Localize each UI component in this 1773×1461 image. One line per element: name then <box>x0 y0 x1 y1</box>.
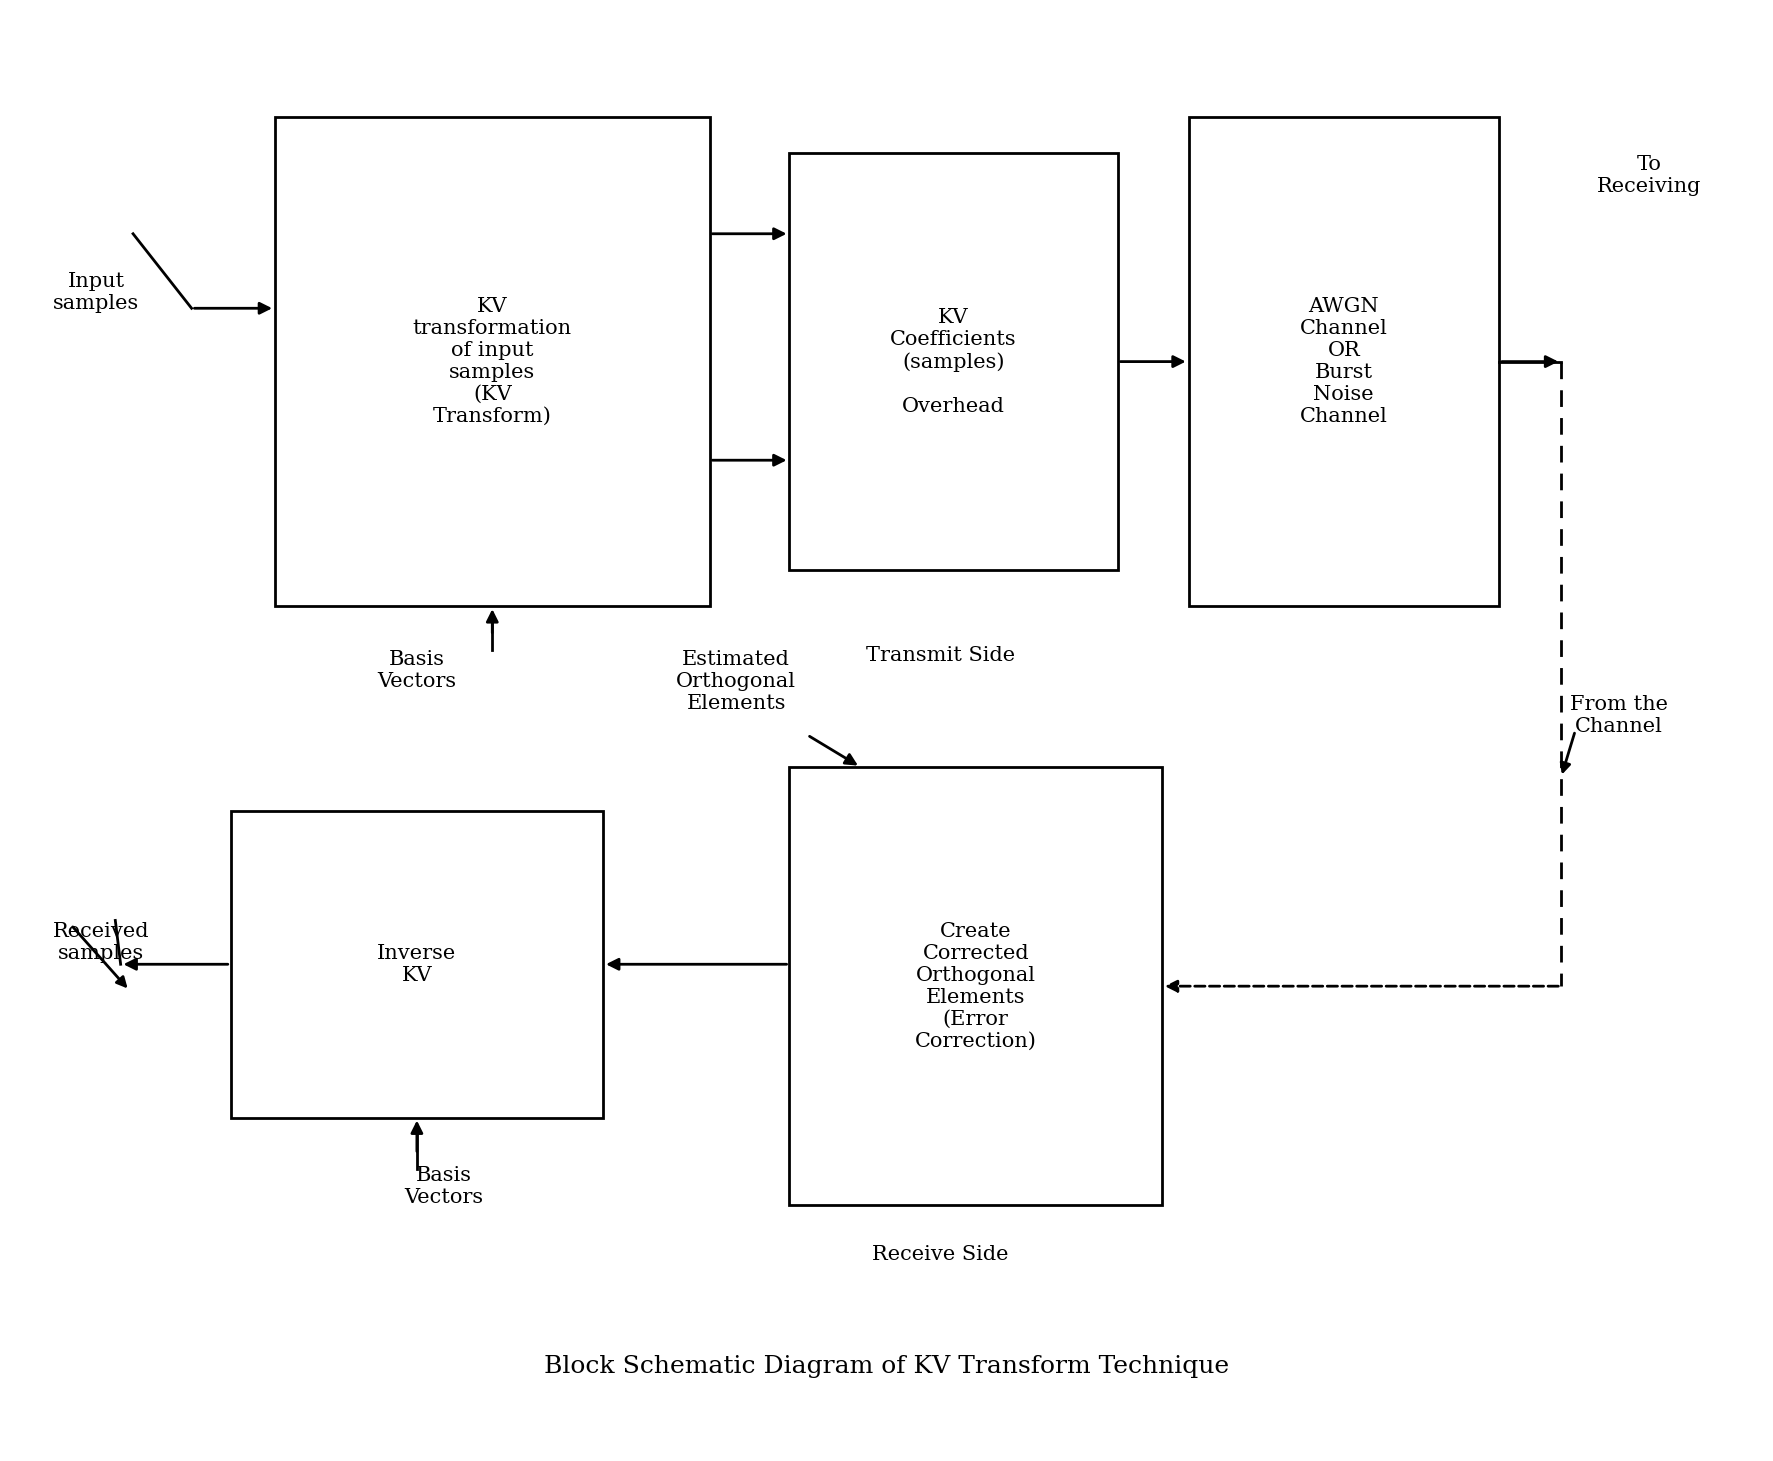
Text: KV
Coefficients
(samples)

Overhead: KV Coefficients (samples) Overhead <box>890 308 1016 415</box>
Text: Create
Corrected
Orthogonal
Elements
(Error
Correction): Create Corrected Orthogonal Elements (Er… <box>915 922 1035 1050</box>
FancyBboxPatch shape <box>1188 117 1498 606</box>
Text: Basis
Vectors: Basis Vectors <box>378 650 456 691</box>
Text: Receive Side: Receive Side <box>872 1245 1007 1264</box>
Text: Block Schematic Diagram of KV Transform Technique: Block Schematic Diagram of KV Transform … <box>544 1354 1229 1378</box>
FancyBboxPatch shape <box>789 153 1117 570</box>
Text: Basis
Vectors: Basis Vectors <box>404 1166 482 1207</box>
Text: KV
transformation
of input
samples
(KV
Transform): KV transformation of input samples (KV T… <box>413 297 571 427</box>
FancyBboxPatch shape <box>230 811 603 1118</box>
FancyBboxPatch shape <box>789 767 1161 1205</box>
Text: Received
samples: Received samples <box>53 922 149 963</box>
Text: Input
samples: Input samples <box>53 272 140 313</box>
Text: Inverse
KV: Inverse KV <box>378 944 456 985</box>
Text: AWGN
Channel
OR
Burst
Noise
Channel: AWGN Channel OR Burst Noise Channel <box>1300 297 1386 427</box>
Text: Estimated
Orthogonal
Elements: Estimated Orthogonal Elements <box>676 650 796 713</box>
Text: Transmit Side: Transmit Side <box>865 646 1014 665</box>
FancyBboxPatch shape <box>275 117 709 606</box>
Text: To
Receiving: To Receiving <box>1596 155 1700 196</box>
Text: From the
Channel: From the Channel <box>1569 695 1667 736</box>
